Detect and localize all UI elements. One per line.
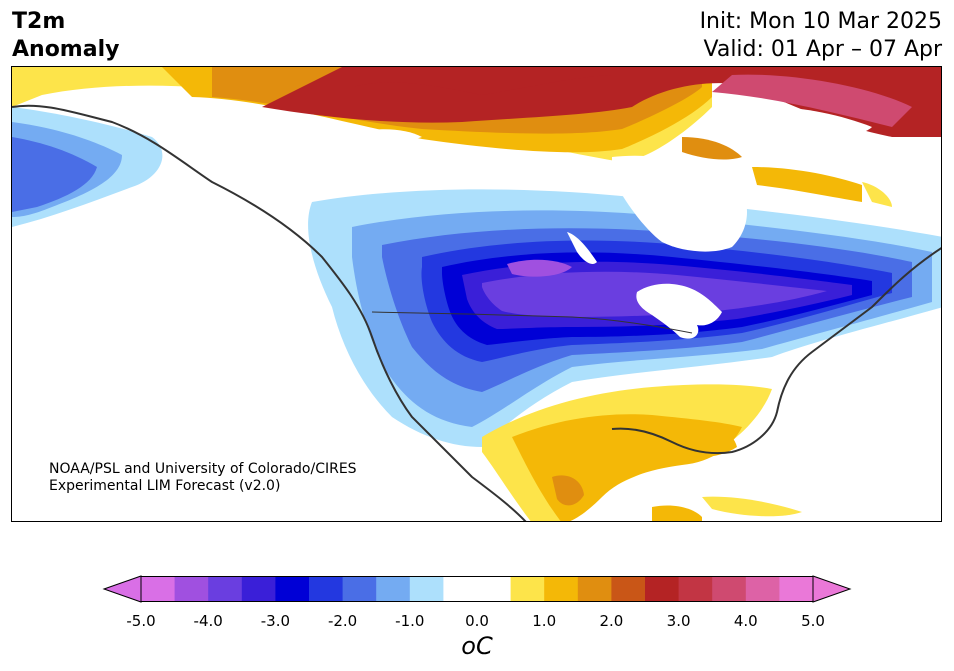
colorbar-segment [544,576,579,602]
eastern-canada-warm [752,167,862,202]
colorbar-tick-label: -2.0 [327,612,358,630]
colorbar-frame [140,576,814,602]
colorbar-tick-label: 5.0 [801,612,825,630]
unit-label: oC [461,632,492,660]
valid-range: Valid: 01 Apr – 07 Apr [703,37,943,62]
forecast-dates: Init: Mon 10 Mar 2025 Valid: 01 Apr – 07… [700,8,942,64]
init-date: Init: Mon 10 Mar 2025 [699,9,942,34]
colorbar-segment [241,576,276,602]
colorbar-segment [443,576,478,602]
colorbar-segment [141,576,176,602]
colorbar-segment [577,576,612,602]
unit-symbol: oC [461,632,493,660]
colorbar-segment [611,576,646,602]
arctic-north-strip [352,67,612,95]
credit-text: NOAA/PSL and University of Colorado/CIRE… [49,461,357,495]
colorbar-tick-label: -4.0 [193,612,223,630]
greenland-yellow [862,182,892,207]
colorbar-segment [745,576,780,602]
hudson-bay [612,155,747,252]
anomaly-map [11,66,942,522]
map-title: T2m Anomaly [12,8,119,64]
colorbar-tick-label: -5.0 [126,612,156,630]
lake-winnipeg [567,232,597,264]
north-island-white [772,107,872,135]
colorbar-extend-low [102,575,142,603]
colorbar-tick-label: 1.0 [532,612,557,630]
alaska-blue [12,137,97,212]
colorbar-tick-label: 2.0 [599,612,624,630]
colorbar-segment [678,576,713,602]
cuba-yellow [702,496,802,517]
us-canada-border [371,311,693,334]
colorbar-segment [376,576,411,602]
colorbar [102,575,852,603]
colorbar-segment [712,576,747,602]
colorbar-segment [409,576,444,602]
title-line-2: Anomaly [12,37,120,62]
colorbar-tick-label: 4.0 [733,612,758,630]
colorbar-segment [645,576,680,602]
arctic-island-white [357,129,422,142]
magenta-arctic [712,74,912,127]
colorbar-segment [342,576,377,602]
colorbar-segment [275,576,310,602]
colorbar-tick-label: 0.0 [465,612,489,630]
map-canvas [12,67,941,521]
yucatan-gold [652,505,702,521]
colorbar-extend-high [812,575,852,603]
coast-west [12,104,527,521]
colorbar-tick-label: -1.0 [395,612,425,630]
title-line-1: T2m [12,9,66,34]
colorbar-segment [477,576,512,602]
great-lakes [636,283,722,339]
coast-east [611,247,941,455]
labrador-warm [682,137,742,160]
credit-line-1: NOAA/PSL and University of Colorado/CIRE… [49,461,357,477]
colorbar-segment [779,576,814,602]
south-orange [552,475,584,506]
colorbar-segment [510,576,545,602]
colorbar-tick-label: -3.0 [260,612,291,630]
colorbar-segment [309,576,344,602]
colorbar-segment [174,576,209,602]
colorbar-tick-label: 3.0 [666,612,691,630]
credit-line-2: Experimental LIM Forecast (v2.0) [49,478,281,494]
colorbar-segment [208,576,243,602]
cold-purple [507,259,572,277]
